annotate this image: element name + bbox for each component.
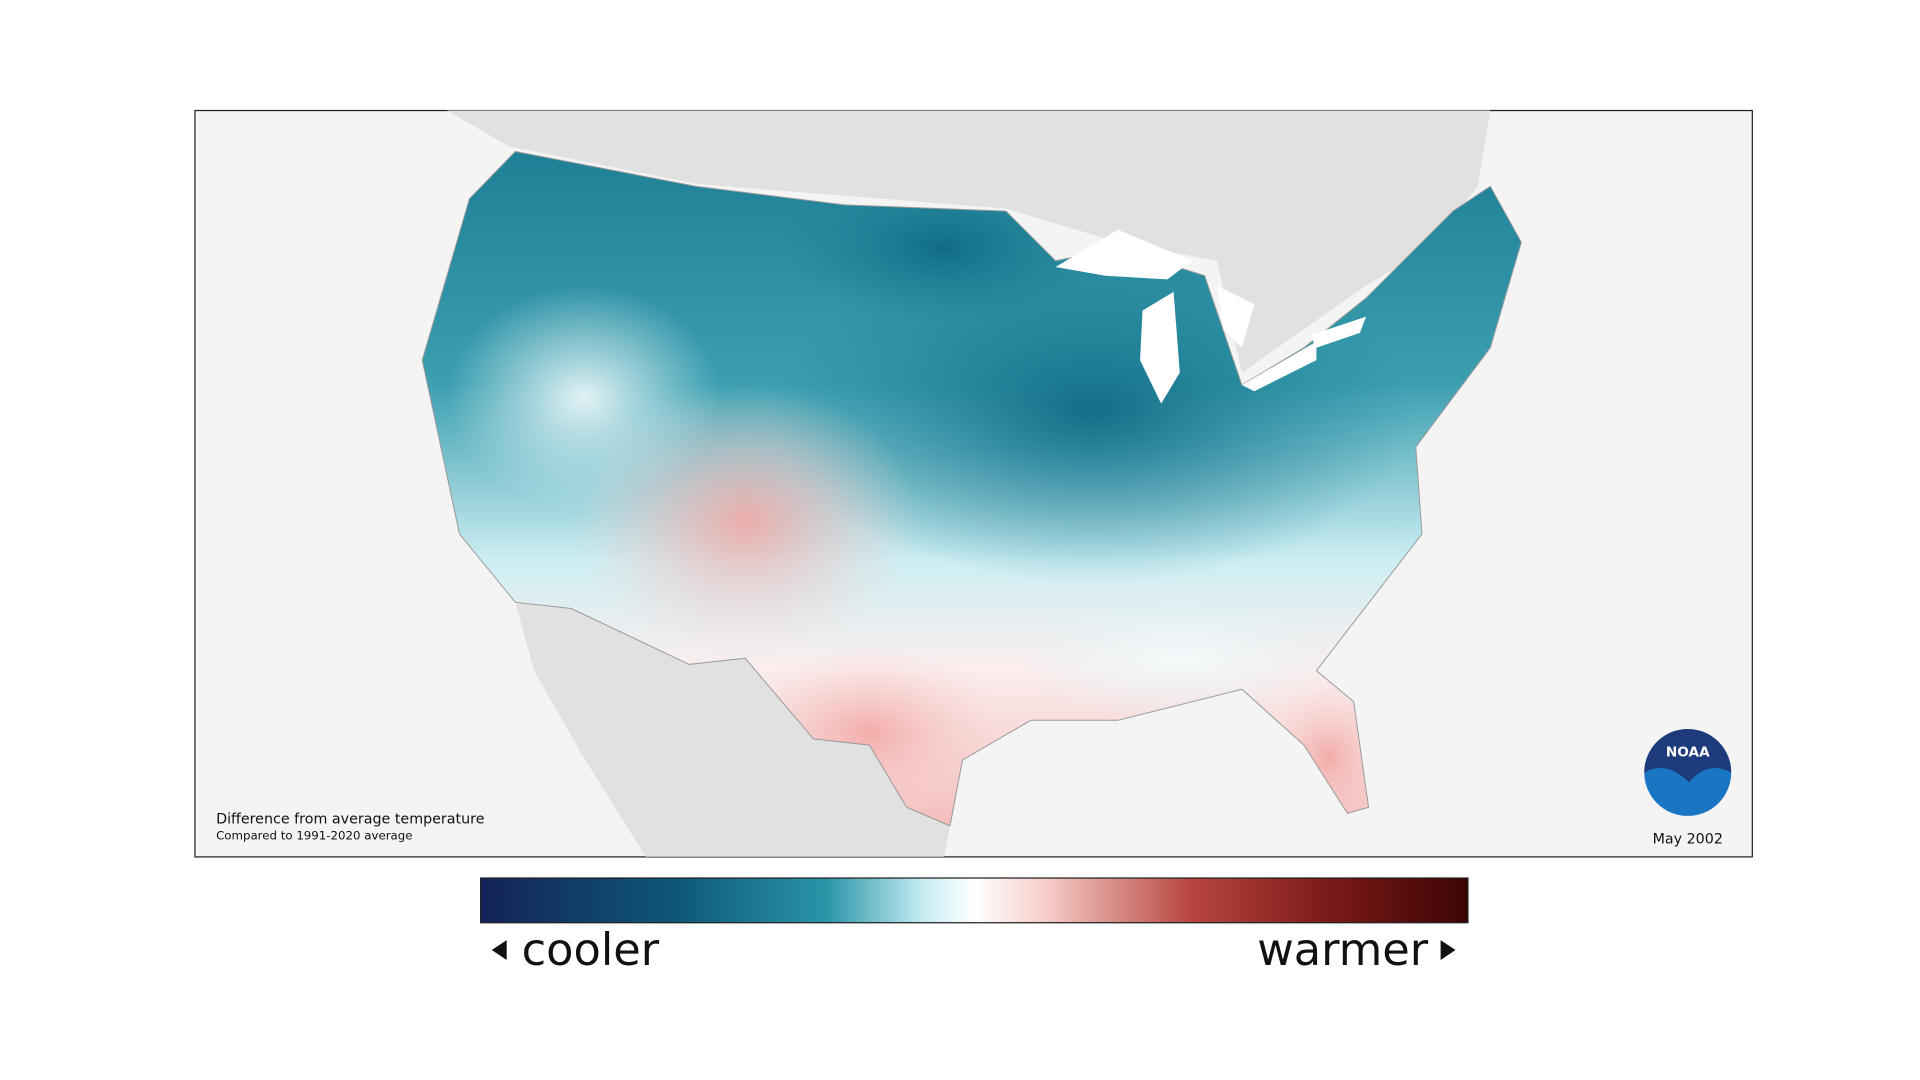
caption-title: Difference from average temperature: [216, 811, 485, 827]
caption-subtitle: Compared to 1991-2020 average: [216, 829, 412, 843]
map-group: Difference from average temperature Comp…: [194, 109, 1753, 976]
date-label: May 2002: [1653, 831, 1723, 847]
pale-area: [447, 285, 721, 510]
arrow-right: [1440, 940, 1456, 960]
arrow-left: [491, 940, 507, 960]
great-lakes: [1055, 229, 1367, 404]
mexico: [515, 602, 951, 857]
noaa-logo: NOAA: [1644, 728, 1732, 816]
logo-text: NOAA: [1666, 744, 1710, 760]
color-bar: [479, 877, 1469, 924]
legend-low-label: cooler: [522, 924, 660, 976]
pale-area: [1018, 596, 1342, 721]
legend-high-label: warmer: [1257, 924, 1429, 976]
